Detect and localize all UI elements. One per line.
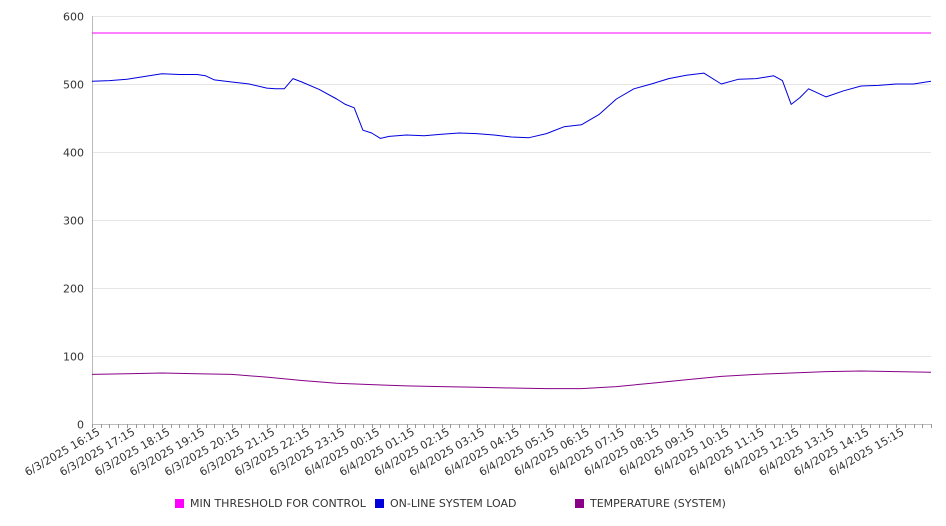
y-tick-label: 500 (63, 79, 84, 92)
y-tick-label: 100 (63, 351, 84, 364)
legend-label-system-load: ON-LINE SYSTEM LOAD (390, 497, 517, 510)
legend-swatch-min-threshold (175, 499, 184, 508)
y-tick-label: 200 (63, 283, 84, 296)
series-line-2 (91, 370, 932, 390)
series-lines (91, 32, 932, 390)
legend-label-min-threshold: MIN THRESHOLD FOR CONTROL (190, 497, 366, 510)
legend-item-min-threshold: MIN THRESHOLD FOR CONTROL (175, 497, 366, 510)
legend-label-temperature: TEMPERATURE (SYSTEM) (590, 497, 726, 510)
legend-swatch-system-load (375, 499, 384, 508)
y-tick-label: 400 (63, 147, 84, 160)
legend: MIN THRESHOLD FOR CONTROL ON-LINE SYSTEM… (0, 497, 946, 515)
y-tick-label: 300 (63, 215, 84, 228)
legend-item-temperature: TEMPERATURE (SYSTEM) (575, 497, 726, 510)
gridlines (92, 16, 931, 425)
legend-item-system-load: ON-LINE SYSTEM LOAD (375, 497, 516, 510)
series-line-1 (91, 72, 932, 139)
y-tick-label: 600 (63, 11, 84, 24)
legend-swatch-temperature (575, 499, 584, 508)
y-tick-label: 0 (77, 419, 84, 432)
